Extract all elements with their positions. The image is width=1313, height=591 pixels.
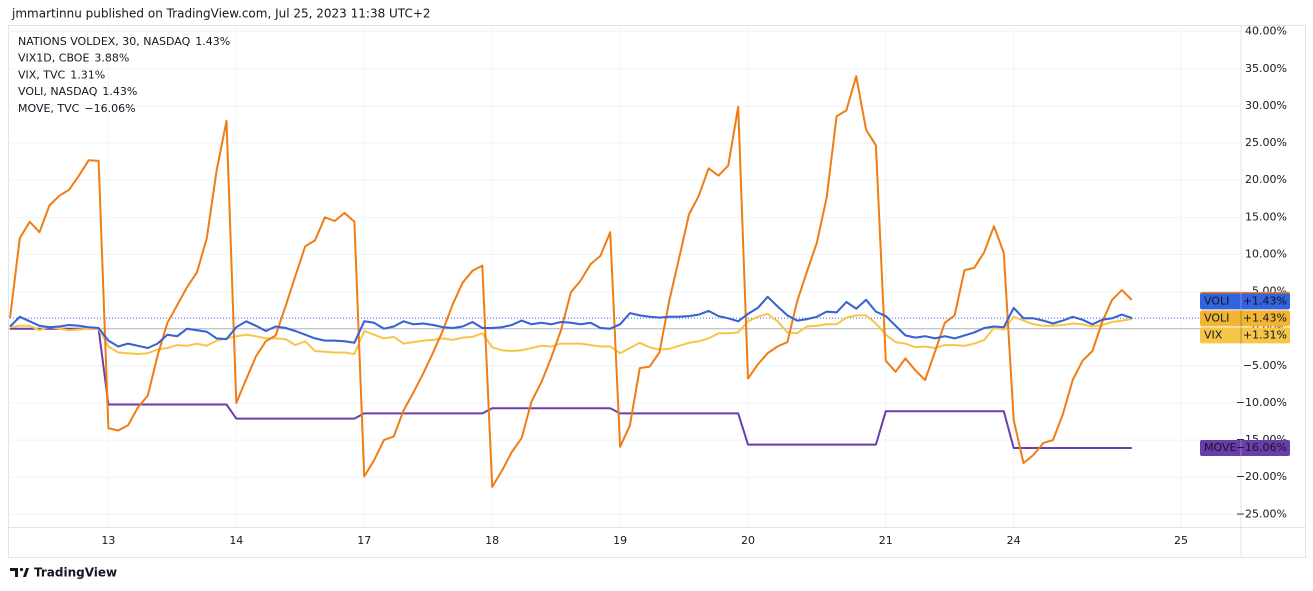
series-line xyxy=(9,75,1133,488)
x-tick-label: 14 xyxy=(229,534,243,547)
x-tick-label: 13 xyxy=(101,534,115,547)
x-tick-label: 19 xyxy=(613,534,627,547)
price-tag-value: −16.06% xyxy=(1236,441,1287,454)
legend-value: 1.43% xyxy=(195,35,230,48)
legend-value: 1.43% xyxy=(102,85,137,98)
legend-name: NATIONS VOLDEX, 30, NASDAQ xyxy=(18,35,191,48)
price-tag-name: MOVE xyxy=(1204,441,1236,454)
legend-value: 3.88% xyxy=(94,52,129,65)
y-tick-label: 30.00% xyxy=(1245,99,1287,112)
legend-name: VOLI, NASDAQ xyxy=(18,85,98,98)
legend-value: −16.06% xyxy=(84,102,135,115)
legend-value: 1.31% xyxy=(70,68,105,81)
series-line xyxy=(9,312,1132,355)
y-tick-label: −20.00% xyxy=(1236,470,1287,483)
y-tick-label: 40.00% xyxy=(1245,25,1287,38)
y-tick-label: 20.00% xyxy=(1245,173,1287,186)
price-tag: VIX +1.31% xyxy=(1200,327,1290,344)
series-line xyxy=(9,295,1133,349)
brand-logo xyxy=(10,567,29,577)
price-tag: VOLI +1.43% xyxy=(1200,293,1290,310)
y-tick-label: 35.00% xyxy=(1245,62,1287,75)
price-tag-value: +1.43% xyxy=(1243,311,1287,324)
y-tick-label: 15.00% xyxy=(1245,210,1287,223)
y-tick-label: 25.00% xyxy=(1245,136,1287,149)
price-tag: MOVE −16.06% xyxy=(1200,439,1290,456)
y-tick-label: −5.00% xyxy=(1243,359,1287,372)
legend-name: MOVE, TVC xyxy=(18,102,80,115)
y-tick-label: −25.00% xyxy=(1236,507,1287,520)
price-tag-name: VOLI xyxy=(1204,294,1229,307)
y-tick-label: −10.00% xyxy=(1236,396,1287,409)
x-tick-label: 25 xyxy=(1174,534,1188,547)
price-tag-box xyxy=(1200,439,1290,456)
x-tick-label: 21 xyxy=(879,534,893,547)
price-tag-box xyxy=(1200,327,1290,344)
price-tag-value: +1.43% xyxy=(1243,294,1287,307)
price-tag-box xyxy=(1200,293,1290,310)
price-tag-value: +1.31% xyxy=(1243,328,1287,341)
brand-name: TradingView xyxy=(34,566,117,580)
price-tag-name: VOLI xyxy=(1204,311,1229,324)
legend-name: VIX1D, CBOE xyxy=(18,52,89,65)
price-tag-name: VIX xyxy=(1204,328,1223,341)
price-tag-box xyxy=(1200,310,1290,327)
x-tick-label: 18 xyxy=(485,534,499,547)
y-tick-label: 10.00% xyxy=(1245,247,1287,260)
x-tick-label: 24 xyxy=(1007,534,1021,547)
legend-name: VIX, TVC xyxy=(18,68,66,81)
price-tag: VOLI +1.43% xyxy=(1200,310,1290,327)
x-tick-label: 20 xyxy=(741,534,755,547)
published-note: jmmartinnu published on TradingView.com,… xyxy=(11,7,431,21)
x-tick-label: 17 xyxy=(357,534,371,547)
series-line xyxy=(10,327,1132,449)
